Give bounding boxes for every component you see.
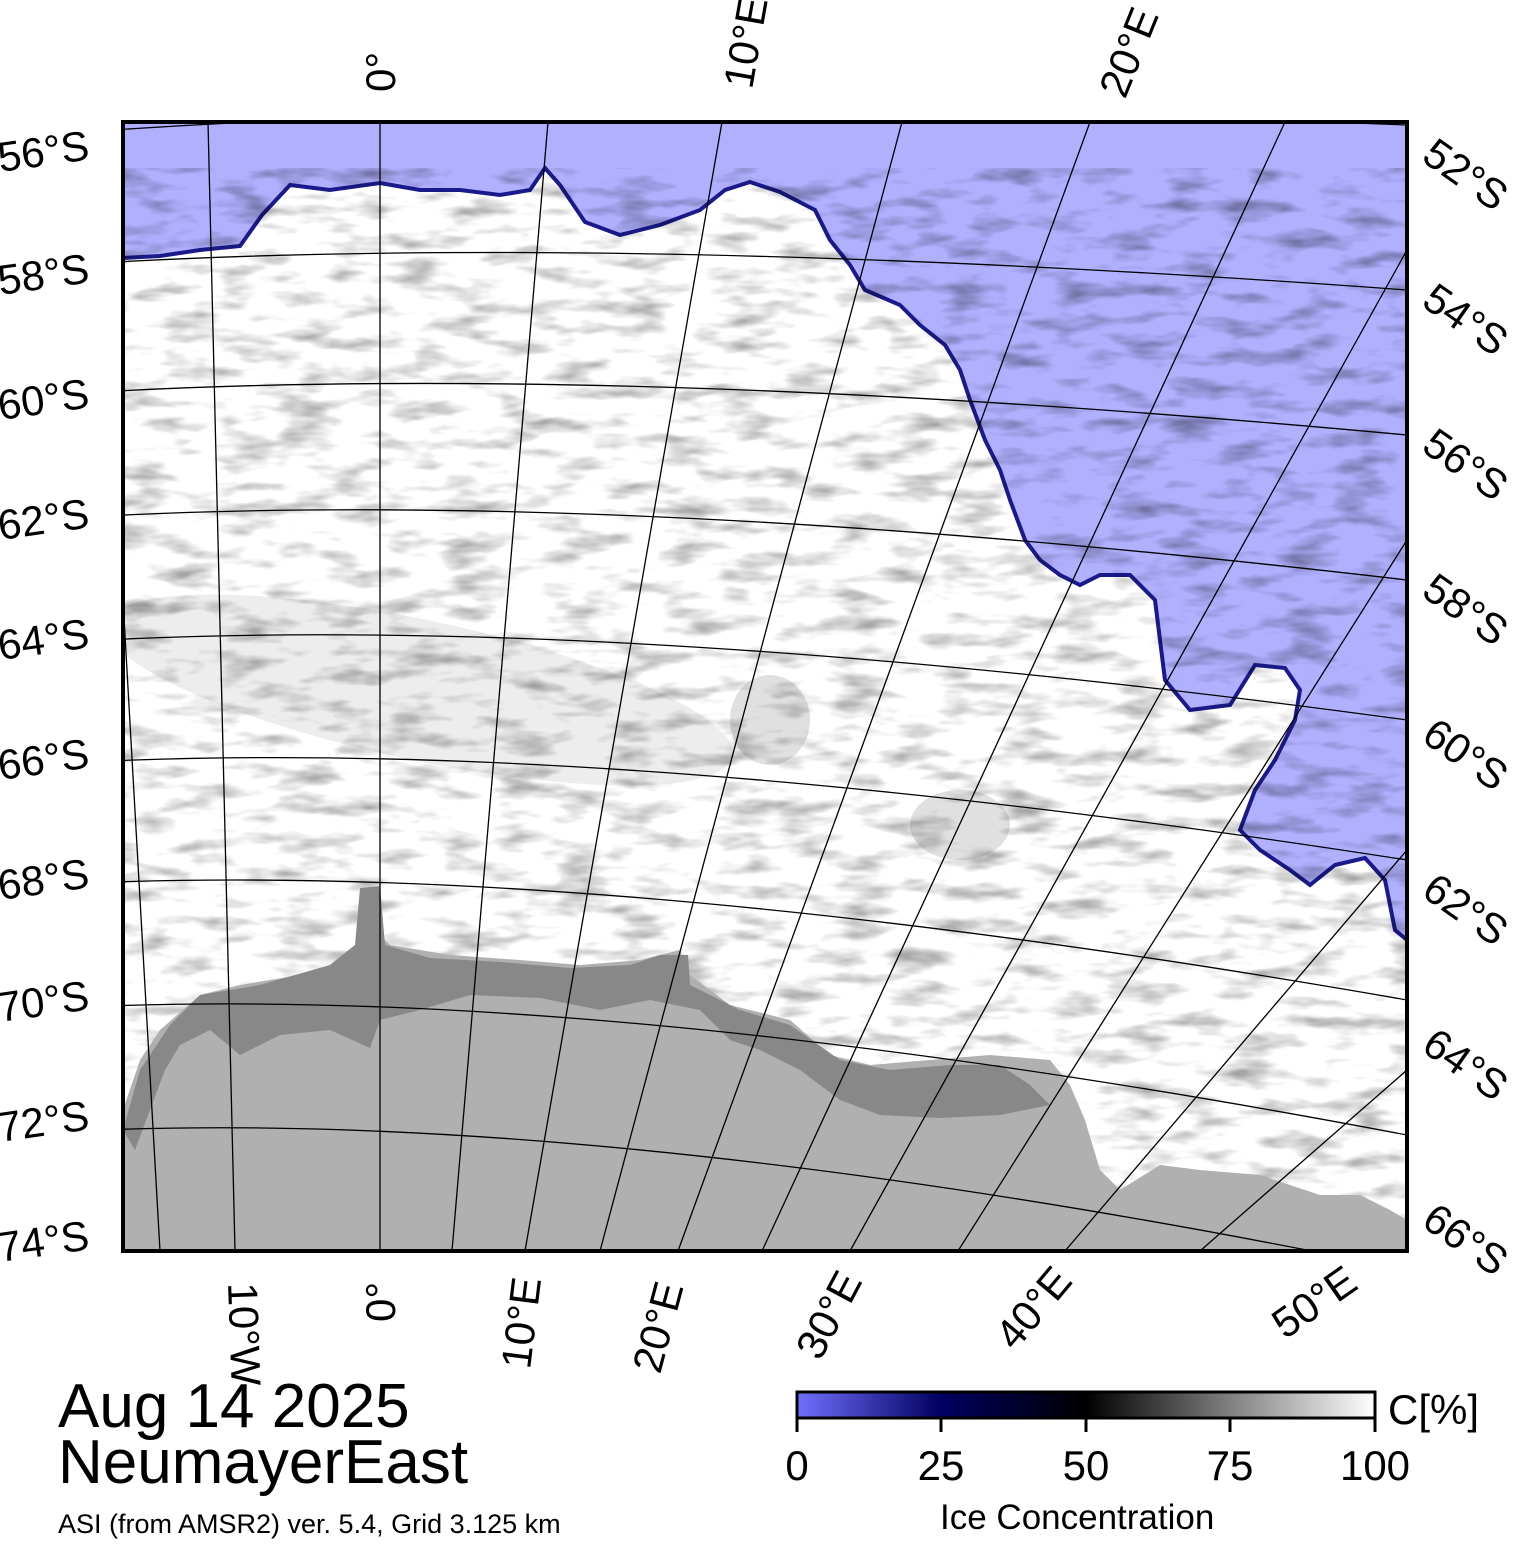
lon-label: 20°E [1090, 1, 1168, 103]
low-concentration-band [123, 594, 734, 786]
latitude-lines [123, 122, 1407, 1251]
colorbar-tick-label: 100 [1339, 1442, 1411, 1489]
lon-label: 10°W [219, 1282, 270, 1387]
lat-label: 72°S [0, 1092, 92, 1151]
lat-label: 64°S [1415, 1019, 1517, 1110]
bottom-lon-labels: 10°W 0° 10°E 20°E 30°E 40°E 50°E [219, 1256, 1365, 1386]
map-frame [121, 120, 1409, 1253]
right-lat-labels: 52°S 54°S 56°S 58°S 60°S 62°S 64°S 66°S [1415, 129, 1517, 1285]
colorbar-tick-label: 0 [785, 1442, 809, 1489]
lon-label: 10°E [492, 1275, 550, 1372]
colorbar-unit: C[%] [1388, 1386, 1480, 1433]
colorbar-tick-label: 50 [1062, 1442, 1110, 1489]
lat-label: 66°S [0, 730, 92, 789]
ice-shelf [123, 886, 1050, 1150]
colorbar-tick-label: 75 [1206, 1442, 1254, 1489]
lon-label: 10°E [715, 0, 777, 92]
lon-label: 50°E [1263, 1256, 1365, 1347]
antarctica-land [123, 935, 1407, 1251]
longitude-lines [123, 122, 1407, 1251]
lon-label: 0° [357, 1282, 404, 1322]
lat-label: 60°S [1415, 709, 1517, 800]
lat-label: 58°S [0, 245, 92, 304]
lat-label: 62°S [0, 490, 92, 549]
colorbar-tick-label: 25 [917, 1442, 965, 1489]
colorbar-title: Ice Concentration [940, 1498, 1215, 1537]
colorbar-gradient [795, 1390, 1377, 1420]
low-concentration-patch [730, 675, 810, 765]
lat-label: 52°S [1415, 129, 1517, 220]
lon-label: 20°E [623, 1277, 692, 1378]
left-lat-labels: 56°S 58°S 60°S 62°S 64°S 66°S 68°S 70°S … [0, 122, 92, 1271]
lat-label: 56°S [1415, 419, 1517, 510]
lat-label: 58°S [1415, 564, 1517, 655]
region-name: NeumayerEast [58, 1428, 469, 1497]
lat-label: 54°S [1415, 274, 1517, 365]
lon-label: 0° [357, 52, 404, 92]
colorbar [795, 1390, 1377, 1432]
lat-label: 56°S [0, 122, 92, 181]
lat-label: 66°S [1415, 1194, 1517, 1285]
lat-label: 64°S [0, 610, 92, 669]
map-date: Aug 14 2025 [58, 1372, 410, 1441]
lat-label: 74°S [0, 1212, 92, 1271]
lat-label: 70°S [0, 972, 92, 1031]
lat-label: 68°S [0, 850, 92, 909]
lat-label: 62°S [1415, 864, 1517, 955]
lon-label: 30°E [786, 1263, 870, 1366]
lon-label: 40°E [986, 1257, 1081, 1357]
lat-label: 60°S [0, 370, 92, 429]
data-source: ASI (from AMSR2) ver. 5.4, Grid 3.125 km [58, 1509, 561, 1539]
top-lon-labels: 0° 10°E 20°E [357, 0, 1168, 103]
